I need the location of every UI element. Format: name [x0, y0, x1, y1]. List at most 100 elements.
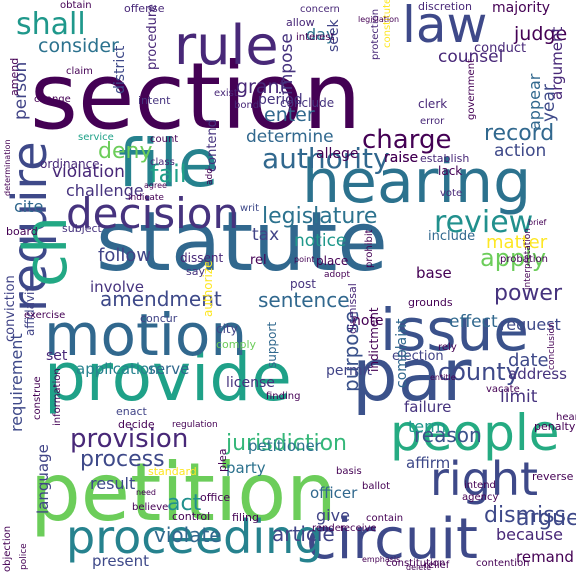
- word-conclude: conclude: [280, 96, 334, 110]
- word-plea: plea: [216, 448, 229, 472]
- word-indicate: indicate: [128, 193, 164, 203]
- word-conviction: conviction: [3, 275, 18, 342]
- word-legislation: legislation: [358, 15, 399, 24]
- word-dissent: dissent: [180, 251, 223, 265]
- word-counsel: counsel: [438, 47, 503, 67]
- word-place: place: [316, 254, 348, 268]
- word-remand: remand: [516, 548, 574, 566]
- word-vote: vote: [440, 188, 462, 199]
- word-application: application: [76, 360, 159, 378]
- word-action: action: [494, 141, 546, 161]
- word-give: give: [316, 506, 350, 525]
- word-requirement: requirement: [7, 333, 26, 432]
- word-claim: claim: [66, 66, 93, 77]
- word-affidavit: affidavit: [23, 287, 37, 336]
- word-agree: agree: [144, 181, 167, 190]
- word-amendment: amendment: [100, 287, 222, 311]
- word-argument: argument: [548, 27, 566, 100]
- word-comply: comply: [216, 338, 257, 351]
- word-appear: appear: [525, 73, 544, 130]
- word-say: say: [186, 265, 205, 278]
- word-limit: limit: [500, 387, 538, 407]
- word-concur: concur: [140, 312, 178, 325]
- word-reverse: reverse: [532, 470, 574, 483]
- word-police: police: [19, 543, 29, 570]
- word-language: language: [34, 444, 52, 514]
- word-hearing: hearing: [302, 147, 531, 217]
- word-rel: rel: [250, 253, 267, 268]
- word-base: base: [416, 264, 452, 282]
- word-probation: probation: [500, 254, 548, 265]
- word-authorize: authorize: [201, 260, 215, 317]
- word-shall: shall: [16, 7, 86, 42]
- word-reason: reason: [414, 423, 482, 447]
- word-tax: tax: [252, 225, 279, 245]
- word-charge: charge: [362, 125, 451, 155]
- word-standard: standard: [148, 465, 197, 478]
- word-jurisdiction: jurisdiction: [225, 431, 347, 456]
- word-emphasis: emphasis: [362, 555, 400, 564]
- word-involve: involve: [90, 278, 144, 296]
- word-officer: officer: [310, 484, 358, 502]
- word-present: present: [92, 552, 149, 570]
- word-argue: argue: [516, 506, 576, 531]
- word-conduct: conduct: [474, 41, 526, 56]
- word-support: support: [265, 322, 279, 368]
- word-brief: brief: [528, 218, 547, 227]
- word-because: because: [496, 525, 563, 544]
- word-board: board: [6, 225, 38, 238]
- word-intend: intend: [464, 480, 496, 491]
- word-deny: deny: [98, 139, 152, 164]
- word-conclusion: conclusion: [547, 322, 557, 370]
- word-subject: subject: [62, 222, 103, 235]
- word-contention: contention: [476, 558, 530, 569]
- word-result: result: [90, 474, 135, 493]
- word-control: control: [172, 510, 210, 523]
- word-law: law: [402, 0, 487, 54]
- word-obtain: obtain: [60, 0, 92, 11]
- word-statute: statute: [96, 195, 388, 290]
- word-petitioner: petitioner: [248, 437, 322, 455]
- word-motion: motion: [44, 301, 247, 369]
- word-error: error: [420, 116, 445, 127]
- word-seek: seek: [326, 18, 342, 52]
- word-election: election: [392, 349, 444, 364]
- word-basis: basis: [336, 466, 362, 477]
- word-circuit: circuit: [306, 507, 478, 572]
- word-believe: believe: [132, 502, 168, 513]
- word-raise: raise: [384, 150, 418, 166]
- word-filing: filing: [232, 511, 259, 524]
- word-need: need: [136, 488, 156, 497]
- word-add: add: [205, 168, 215, 185]
- word-set: set: [46, 348, 68, 364]
- word-exist: exist: [214, 88, 238, 99]
- word-issue: issue: [380, 296, 529, 364]
- word-purpose: purpose: [339, 311, 363, 392]
- word-government: government: [466, 59, 477, 120]
- word-grounds: grounds: [408, 296, 453, 309]
- word-provision: provision: [70, 424, 188, 454]
- word-contain: contain: [366, 513, 403, 524]
- word-serve: serve: [148, 360, 189, 378]
- word-record: record: [484, 121, 554, 146]
- word-impose: impose: [277, 33, 297, 95]
- word-term: term: [408, 417, 446, 436]
- word-violation: violation: [52, 162, 125, 182]
- word-decide: decide: [118, 418, 155, 431]
- word-vacate: vacate: [486, 384, 520, 395]
- word-legislature: legislature: [262, 204, 377, 229]
- word-section: section: [30, 43, 361, 150]
- word-consider: consider: [38, 35, 119, 57]
- word-amend: amend: [8, 58, 21, 96]
- word-violate: violate: [154, 523, 222, 547]
- word-exercise: exercise: [24, 310, 65, 321]
- word-cite: cite: [14, 197, 43, 216]
- word-judge: judge: [513, 23, 567, 45]
- word-complaint: complaint: [394, 318, 410, 388]
- word-raise: raise: [384, 150, 418, 166]
- word-person: person: [11, 62, 31, 120]
- word-bond: bond: [234, 100, 259, 111]
- word-render: render: [312, 523, 346, 534]
- word-city: city: [216, 322, 238, 336]
